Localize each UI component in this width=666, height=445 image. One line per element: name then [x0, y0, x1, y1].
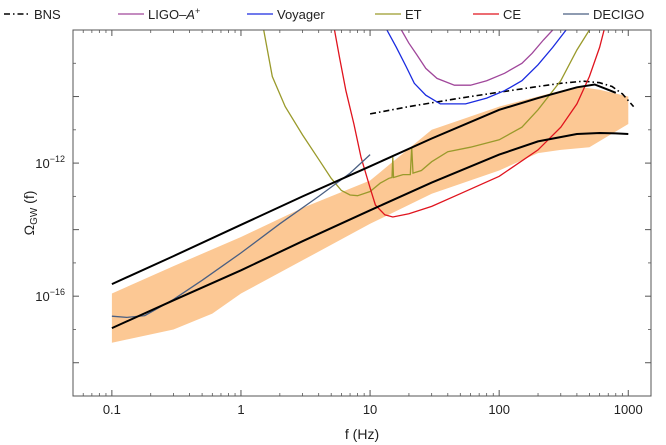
sensitivity-band: [111, 86, 629, 343]
legend-item-ligo-a: LIGO–A+: [118, 6, 200, 22]
y-axis-title-main: Ω: [21, 225, 37, 235]
series-line-ce: [333, 30, 605, 218]
legend-label: DECIGO: [593, 7, 644, 22]
x-tick-label: 1000: [614, 402, 643, 417]
axis-ticks: 0.1 1 10 100 1000 10−16 10−12: [35, 29, 651, 417]
series-line-ligo-a-: [400, 30, 554, 86]
x-tick-label: 100: [488, 402, 510, 417]
series-line-voyager: [386, 30, 567, 105]
plot-area: [111, 30, 635, 343]
legend-item-et: ET: [375, 7, 422, 22]
y-tick-label: 10−16: [35, 287, 65, 304]
plot-frame: [72, 29, 652, 397]
x-axis-title: f (Hz): [345, 426, 379, 442]
legend: BNS LIGO–A+ Voyager ET CE DECIGO: [4, 6, 644, 22]
legend-label: ET: [405, 7, 422, 22]
x-tick-label: 10: [363, 402, 377, 417]
legend-item-voyager: Voyager: [247, 7, 325, 22]
legend-item-ce: CE: [473, 7, 521, 22]
y-axis-title-sub: GW: [29, 207, 40, 225]
series-line-et: [263, 30, 590, 197]
lower-envelope-line: [111, 131, 629, 330]
legend-item-decigo: DECIGO: [563, 7, 644, 22]
x-tick-label: 0.1: [103, 402, 121, 417]
y-axis-title: ΩGW (f): [21, 191, 40, 236]
upper-envelope-line: [111, 83, 617, 286]
y-tick-label: 10−12: [35, 154, 65, 171]
legend-item-bns: BNS: [4, 7, 61, 22]
legend-label: BNS: [34, 7, 61, 22]
legend-label: Voyager: [277, 7, 325, 22]
series-line-bns: [369, 80, 635, 115]
y-axis-title-rest: (f): [21, 191, 37, 208]
legend-label: CE: [503, 7, 521, 22]
legend-label: LIGO–A+: [148, 6, 200, 22]
x-tick-label: 1: [237, 402, 244, 417]
